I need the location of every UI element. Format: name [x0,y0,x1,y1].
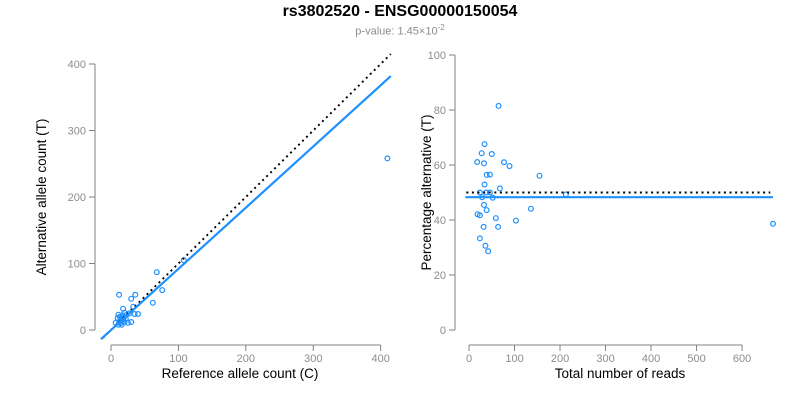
allele-count-scatter: 0 100 200 300 400 0 100 200 300 400 Reference alle… [34,53,392,381]
data-point [495,102,502,109]
x-tick-label: 600 [733,353,751,365]
y-tick-label: 60 [434,160,446,172]
x-tick-label: 400 [372,353,390,365]
data-point [501,159,508,166]
data-point [512,217,519,224]
y-axis-title: Alternative allele count (T) [34,119,49,276]
data-point [124,319,131,326]
data-point [159,287,166,294]
data-point [488,151,495,158]
y-tick-label: 80 [434,105,446,117]
x-tick-label: 100 [505,353,523,365]
figure-subtitle: p-value: 1.45×10-2 [0,23,800,38]
data-point [482,242,489,249]
x-axis-title: Reference allele count (C) [162,366,319,381]
data-point [481,181,488,188]
data-point [481,160,488,167]
data-point [481,141,488,148]
data-point [496,185,503,192]
y-tick-label: 300 [68,125,86,137]
data-point [149,299,156,306]
data-point [116,291,123,298]
x-tick-label: 300 [304,353,322,365]
x-tick-label: 200 [237,353,255,365]
y-tick-label: 100 [428,50,446,62]
fitted-regression-line [100,75,392,341]
x-tick-label: 0 [466,353,472,365]
data-point [121,319,128,326]
data-point [384,155,391,162]
data-point [132,291,139,298]
x-tick-label: 100 [169,353,187,365]
y-tick-label: 20 [434,270,446,282]
y-tick-label: 100 [68,258,86,270]
x-tick-label: 500 [687,353,705,365]
data-point [483,207,490,214]
figure-title: rs3802520 - ENSG00000150054 [282,3,518,20]
data-point [480,223,487,230]
data-point [492,215,499,222]
data-point [483,171,490,178]
data-point [478,150,485,157]
y-tick-label: 400 [68,59,86,71]
data-point [486,189,493,196]
data-point [476,212,483,219]
data-point [128,295,135,302]
data-point [485,248,492,255]
percentage-reads-scatter: 0 20 40 60 80 100 0 100 200 300 400 500 600 Total num… [419,50,776,381]
y-tick-label: 0 [440,325,446,337]
data-point [153,269,160,276]
data-point [481,201,488,208]
p-value-text: p-value: 1.45×10 [355,25,438,38]
y-tick-label: 0 [80,325,86,337]
x-axis-title: Total number of reads [555,366,686,381]
data-point [769,220,776,227]
y-tick-label: 200 [68,192,86,204]
x-tick-label: 200 [551,353,569,365]
x-tick-label: 0 [108,353,114,365]
data-point [135,311,142,318]
data-point [536,172,543,179]
data-point [486,171,493,178]
data-point [474,159,481,166]
x-tick-label: 400 [642,353,660,365]
data-point [506,163,513,170]
data-point [131,311,138,318]
x-tick-label: 300 [596,353,614,365]
y-axis-title: Percentage alternative (T) [419,114,434,270]
identity-null-line [102,53,392,339]
data-point [527,205,534,212]
data-point [476,235,483,242]
data-point [128,319,135,326]
data-point [495,223,502,230]
y-tick-label: 40 [434,215,446,227]
p-value-exponent: -2 [437,23,445,32]
